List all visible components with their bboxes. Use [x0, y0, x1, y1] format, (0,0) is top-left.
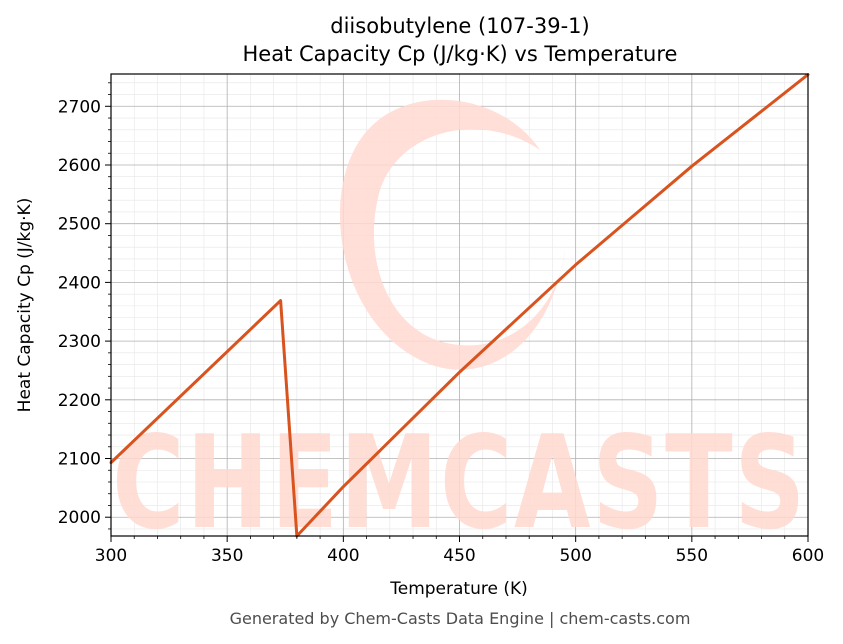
y-tick-label: 2300 [58, 332, 101, 352]
y-tick-label: 2500 [58, 215, 101, 235]
y-tick-label: 2200 [58, 391, 101, 411]
x-tick-label: 400 [327, 546, 359, 566]
chart-subtitle: Heat Capacity Cp (J/kg·K) vs Temperature [243, 42, 678, 66]
x-tick-label: 500 [559, 546, 591, 566]
footer-credit: Generated by Chem-Casts Data Engine | ch… [230, 609, 691, 628]
x-tick-label: 350 [211, 546, 243, 566]
chart-title: diisobutylene (107-39-1) [330, 14, 589, 38]
y-tick-label: 2600 [58, 156, 101, 176]
y-axis: 2000 2100 2200 2300 2400 2500 2600 2700 [58, 82, 111, 530]
x-tick-label: 450 [443, 546, 475, 566]
x-axis-label: Temperature (K) [389, 579, 528, 599]
y-tick-label: 2100 [58, 450, 101, 470]
y-tick-label: 2000 [58, 508, 101, 528]
y-tick-label: 2400 [58, 273, 101, 293]
x-axis: 300 350 400 450 500 550 600 [95, 536, 824, 566]
watermark-text: CHEMCASTS [112, 409, 807, 558]
y-axis-label: Heat Capacity Cp (J/kg·K) [15, 198, 35, 413]
chemcasts-watermark: CHEMCASTS [112, 99, 807, 558]
x-tick-label: 550 [676, 546, 708, 566]
x-tick-label: 600 [792, 546, 824, 566]
x-tick-label: 300 [95, 546, 127, 566]
series-layer [109, 73, 810, 538]
heat-capacity-line [109, 73, 810, 538]
y-tick-label: 2700 [58, 97, 101, 117]
